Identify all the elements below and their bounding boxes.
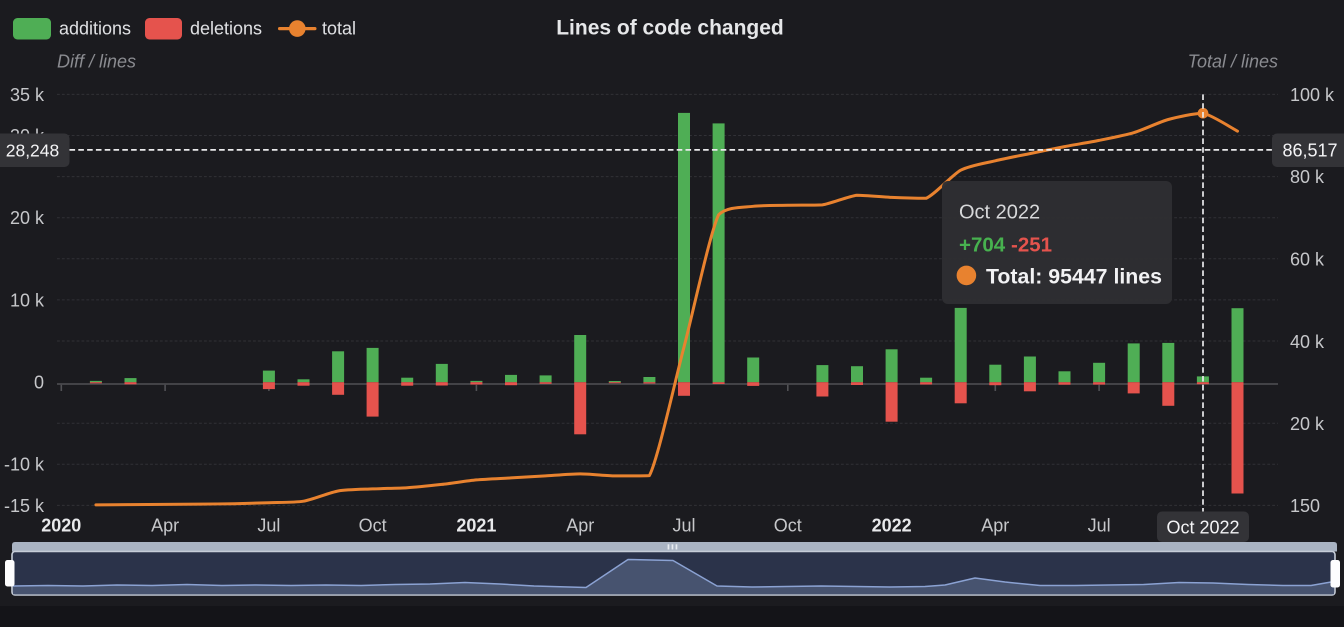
svg-text:Lines of code changed: Lines of code changed: [556, 17, 784, 40]
svg-text:20 k: 20 k: [10, 208, 45, 228]
svg-text:10 k: 10 k: [10, 290, 45, 310]
svg-text:100 k: 100 k: [1290, 85, 1335, 105]
svg-text:150: 150: [1290, 496, 1320, 516]
svg-text:2022: 2022: [872, 516, 912, 536]
svg-text:Oct: Oct: [359, 516, 387, 536]
svg-text:Diff / lines: Diff / lines: [57, 52, 136, 72]
svg-text:Jul: Jul: [257, 516, 280, 536]
svg-text:Apr: Apr: [981, 516, 1009, 536]
svg-text:-15 k: -15 k: [4, 496, 45, 516]
svg-text:Total / lines: Total / lines: [1188, 52, 1278, 72]
svg-text:0: 0: [34, 373, 44, 393]
svg-text:Apr: Apr: [151, 516, 179, 536]
svg-text:-10 k: -10 k: [4, 455, 45, 475]
svg-text:40 k: 40 k: [1290, 332, 1325, 352]
svg-text:20 k: 20 k: [1290, 414, 1325, 434]
svg-text:2020: 2020: [41, 516, 81, 536]
svg-text:Jul: Jul: [1088, 516, 1111, 536]
svg-text:80 k: 80 k: [1290, 167, 1325, 187]
svg-text:2021: 2021: [456, 516, 496, 536]
svg-text:deletions: deletions: [190, 19, 262, 39]
svg-text:Apr: Apr: [566, 516, 594, 536]
svg-text:additions: additions: [59, 19, 131, 39]
svg-text:Total: 95447 lines: Total: 95447 lines: [986, 265, 1162, 289]
svg-text:86,517: 86,517: [1282, 140, 1337, 160]
svg-text:60 k: 60 k: [1290, 249, 1325, 269]
svg-text:Oct 2022: Oct 2022: [1166, 518, 1239, 538]
svg-text:total: total: [322, 19, 356, 39]
svg-text:-251: -251: [1011, 234, 1052, 257]
svg-text:+704: +704: [959, 234, 1006, 257]
svg-text:Oct: Oct: [774, 516, 802, 536]
svg-text:Oct 2022: Oct 2022: [959, 202, 1040, 224]
svg-text:35 k: 35 k: [10, 85, 45, 105]
svg-text:28,248: 28,248: [6, 140, 60, 160]
svg-text:Jul: Jul: [672, 516, 695, 536]
